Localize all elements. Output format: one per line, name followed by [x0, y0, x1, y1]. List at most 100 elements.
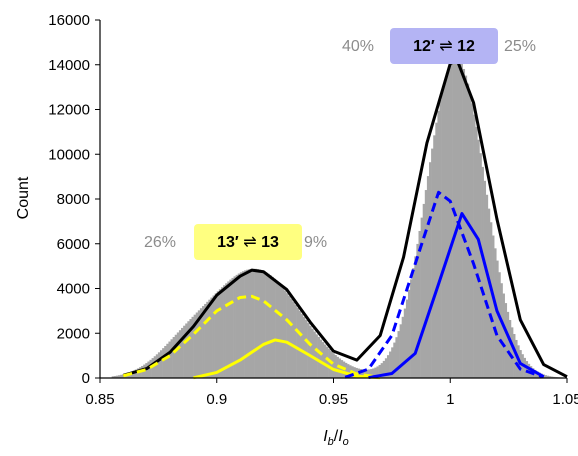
- histogram-bar: [401, 316, 405, 378]
- histogram-bar: [344, 362, 348, 378]
- annotation-12: 40% 12′ ⇌ 12 25%: [342, 28, 536, 64]
- histogram-bar: [473, 114, 476, 378]
- histogram-bar: [254, 268, 257, 378]
- histogram-bar: [479, 153, 482, 378]
- x-tick-label: 1.05: [552, 391, 578, 408]
- histogram-bar: [319, 339, 323, 378]
- histogram-bar: [424, 190, 428, 378]
- histogram: [111, 58, 562, 379]
- histogram-bar: [481, 166, 484, 378]
- histogram-bar: [265, 272, 268, 378]
- histogram-bar: [466, 83, 470, 378]
- histogram-bar: [132, 370, 136, 378]
- histogram-bar: [166, 343, 169, 378]
- histogram-bar: [548, 376, 552, 378]
- histogram-bar: [412, 268, 415, 378]
- histogram-bar: [275, 280, 278, 378]
- histogram-bar: [208, 299, 211, 378]
- histogram-bar: [174, 334, 178, 378]
- histogram-bar: [246, 269, 249, 378]
- histogram-bar: [359, 369, 363, 378]
- histogram-bar: [326, 346, 329, 378]
- histogram-bar: [441, 89, 445, 379]
- histogram-bar: [374, 367, 377, 378]
- x-axis-title: Ib/Io: [323, 428, 349, 448]
- histogram-bar: [384, 358, 388, 378]
- histogram-bar: [145, 363, 148, 378]
- histogram-bar: [334, 355, 337, 378]
- histogram-bar: [460, 63, 463, 378]
- histogram-bar: [447, 67, 451, 379]
- histogram-bar: [229, 279, 232, 378]
- y-tick-label: 16000: [48, 12, 90, 29]
- histogram-bar: [183, 325, 186, 378]
- histogram-bar: [389, 351, 392, 378]
- histogram-bar: [267, 273, 270, 378]
- histogram-bar: [534, 369, 537, 378]
- histogram-bar: [170, 339, 173, 378]
- histogram-bar: [435, 122, 438, 378]
- fit-curve: [122, 294, 381, 379]
- histogram-bar: [284, 290, 287, 378]
- histogram-bar: [456, 58, 459, 379]
- histogram-bar: [393, 342, 396, 378]
- pct-left-12: 40%: [342, 38, 374, 55]
- y-tick-label: 10000: [48, 146, 90, 163]
- histogram-bar: [187, 321, 190, 378]
- histogram-bar: [189, 319, 192, 378]
- histogram-bar: [271, 276, 274, 378]
- axes: [95, 19, 568, 383]
- histogram-bar: [244, 270, 247, 378]
- histogram-bar: [235, 274, 239, 378]
- histogram-bar: [225, 283, 228, 378]
- histogram-bar: [160, 350, 163, 378]
- histogram-bar: [515, 339, 518, 378]
- histogram-bar: [382, 360, 386, 378]
- histogram-bar: [407, 289, 411, 378]
- histogram-bar: [279, 285, 283, 378]
- histogram-bar: [323, 344, 327, 378]
- histogram-bar: [429, 162, 432, 378]
- y-tick-label: 6000: [57, 236, 90, 253]
- histogram-bar: [305, 319, 308, 378]
- histogram-bar: [397, 331, 400, 378]
- histogram-bar: [437, 110, 440, 379]
- histogram-bar: [506, 311, 510, 378]
- histogram-bar: [443, 80, 447, 378]
- histogram-bar: [376, 366, 379, 378]
- histogram-bar: [199, 308, 203, 378]
- histogram-bar: [418, 230, 421, 378]
- histogram-bar: [391, 347, 394, 378]
- histogram-bar: [277, 283, 281, 378]
- histogram-bar: [380, 363, 384, 378]
- annotation-13: 26% 13′ ⇌ 13 9%: [144, 224, 327, 260]
- histogram-bar: [403, 308, 407, 378]
- pct-right-13: 9%: [304, 234, 327, 251]
- x-tick-label: 0.95: [319, 391, 348, 408]
- histogram-bar: [431, 148, 434, 378]
- histogram-bar: [426, 176, 430, 378]
- fit-curves: [122, 58, 568, 380]
- histogram-bar: [113, 376, 117, 378]
- histogram-bar: [475, 126, 478, 378]
- histogram-bar: [361, 369, 365, 378]
- histogram-bar: [422, 203, 426, 378]
- histogram-bar: [286, 293, 289, 378]
- histogram-bar: [223, 285, 226, 378]
- histogram-bar: [399, 324, 402, 378]
- histogram-bar: [122, 374, 125, 378]
- histogram-bar: [414, 256, 417, 378]
- histogram-bar: [168, 341, 171, 378]
- y-tick-label: 0: [82, 370, 90, 387]
- histogram-bar: [239, 272, 243, 378]
- histogram-bar: [176, 332, 180, 378]
- histogram-bar: [258, 269, 262, 378]
- histogram-bar: [370, 369, 373, 378]
- histogram-bar: [504, 303, 508, 378]
- histogram-bar: [202, 306, 205, 378]
- fit-curve: [368, 212, 545, 380]
- histogram-bar: [195, 312, 199, 378]
- histogram-bar: [292, 301, 295, 378]
- histogram-bar: [269, 275, 272, 378]
